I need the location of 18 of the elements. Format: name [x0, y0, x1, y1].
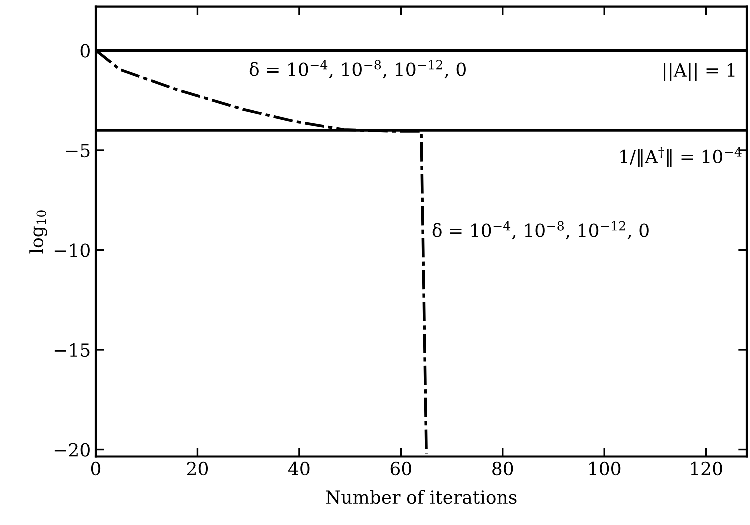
x-tick-label: 120	[691, 462, 722, 476]
x-tick-label: 40	[288, 462, 310, 476]
y-tick-label: −20	[54, 443, 90, 457]
x-tick-label: 60	[390, 462, 412, 476]
x-tick-label: 80	[492, 462, 514, 476]
x-tick-label: 100	[590, 462, 621, 476]
y-tick-label: −10	[54, 244, 90, 258]
x-tick-label: 20	[187, 462, 208, 476]
y-tick-label: −15	[54, 343, 90, 358]
annotation: δ = 10$^{−4}$, 10$^{−8}$, 10$^{−12}$, 0	[250, 60, 466, 79]
x-tick-label: 0	[91, 462, 101, 476]
x-axis-title: Number of iterations	[326, 490, 517, 504]
annotation: ||A|| = 1	[664, 63, 735, 82]
y-axis-title: log$_{10}$	[30, 210, 48, 254]
annotation: 1/‖A$^{†}$‖ = 10$^{−4}$	[620, 147, 742, 168]
y-tick-label: 0	[80, 44, 90, 58]
y-tick-label: −5	[66, 144, 90, 158]
annotation: δ = 10$^{−4}$, 10$^{−8}$, 10$^{−12}$, 0	[432, 221, 649, 240]
